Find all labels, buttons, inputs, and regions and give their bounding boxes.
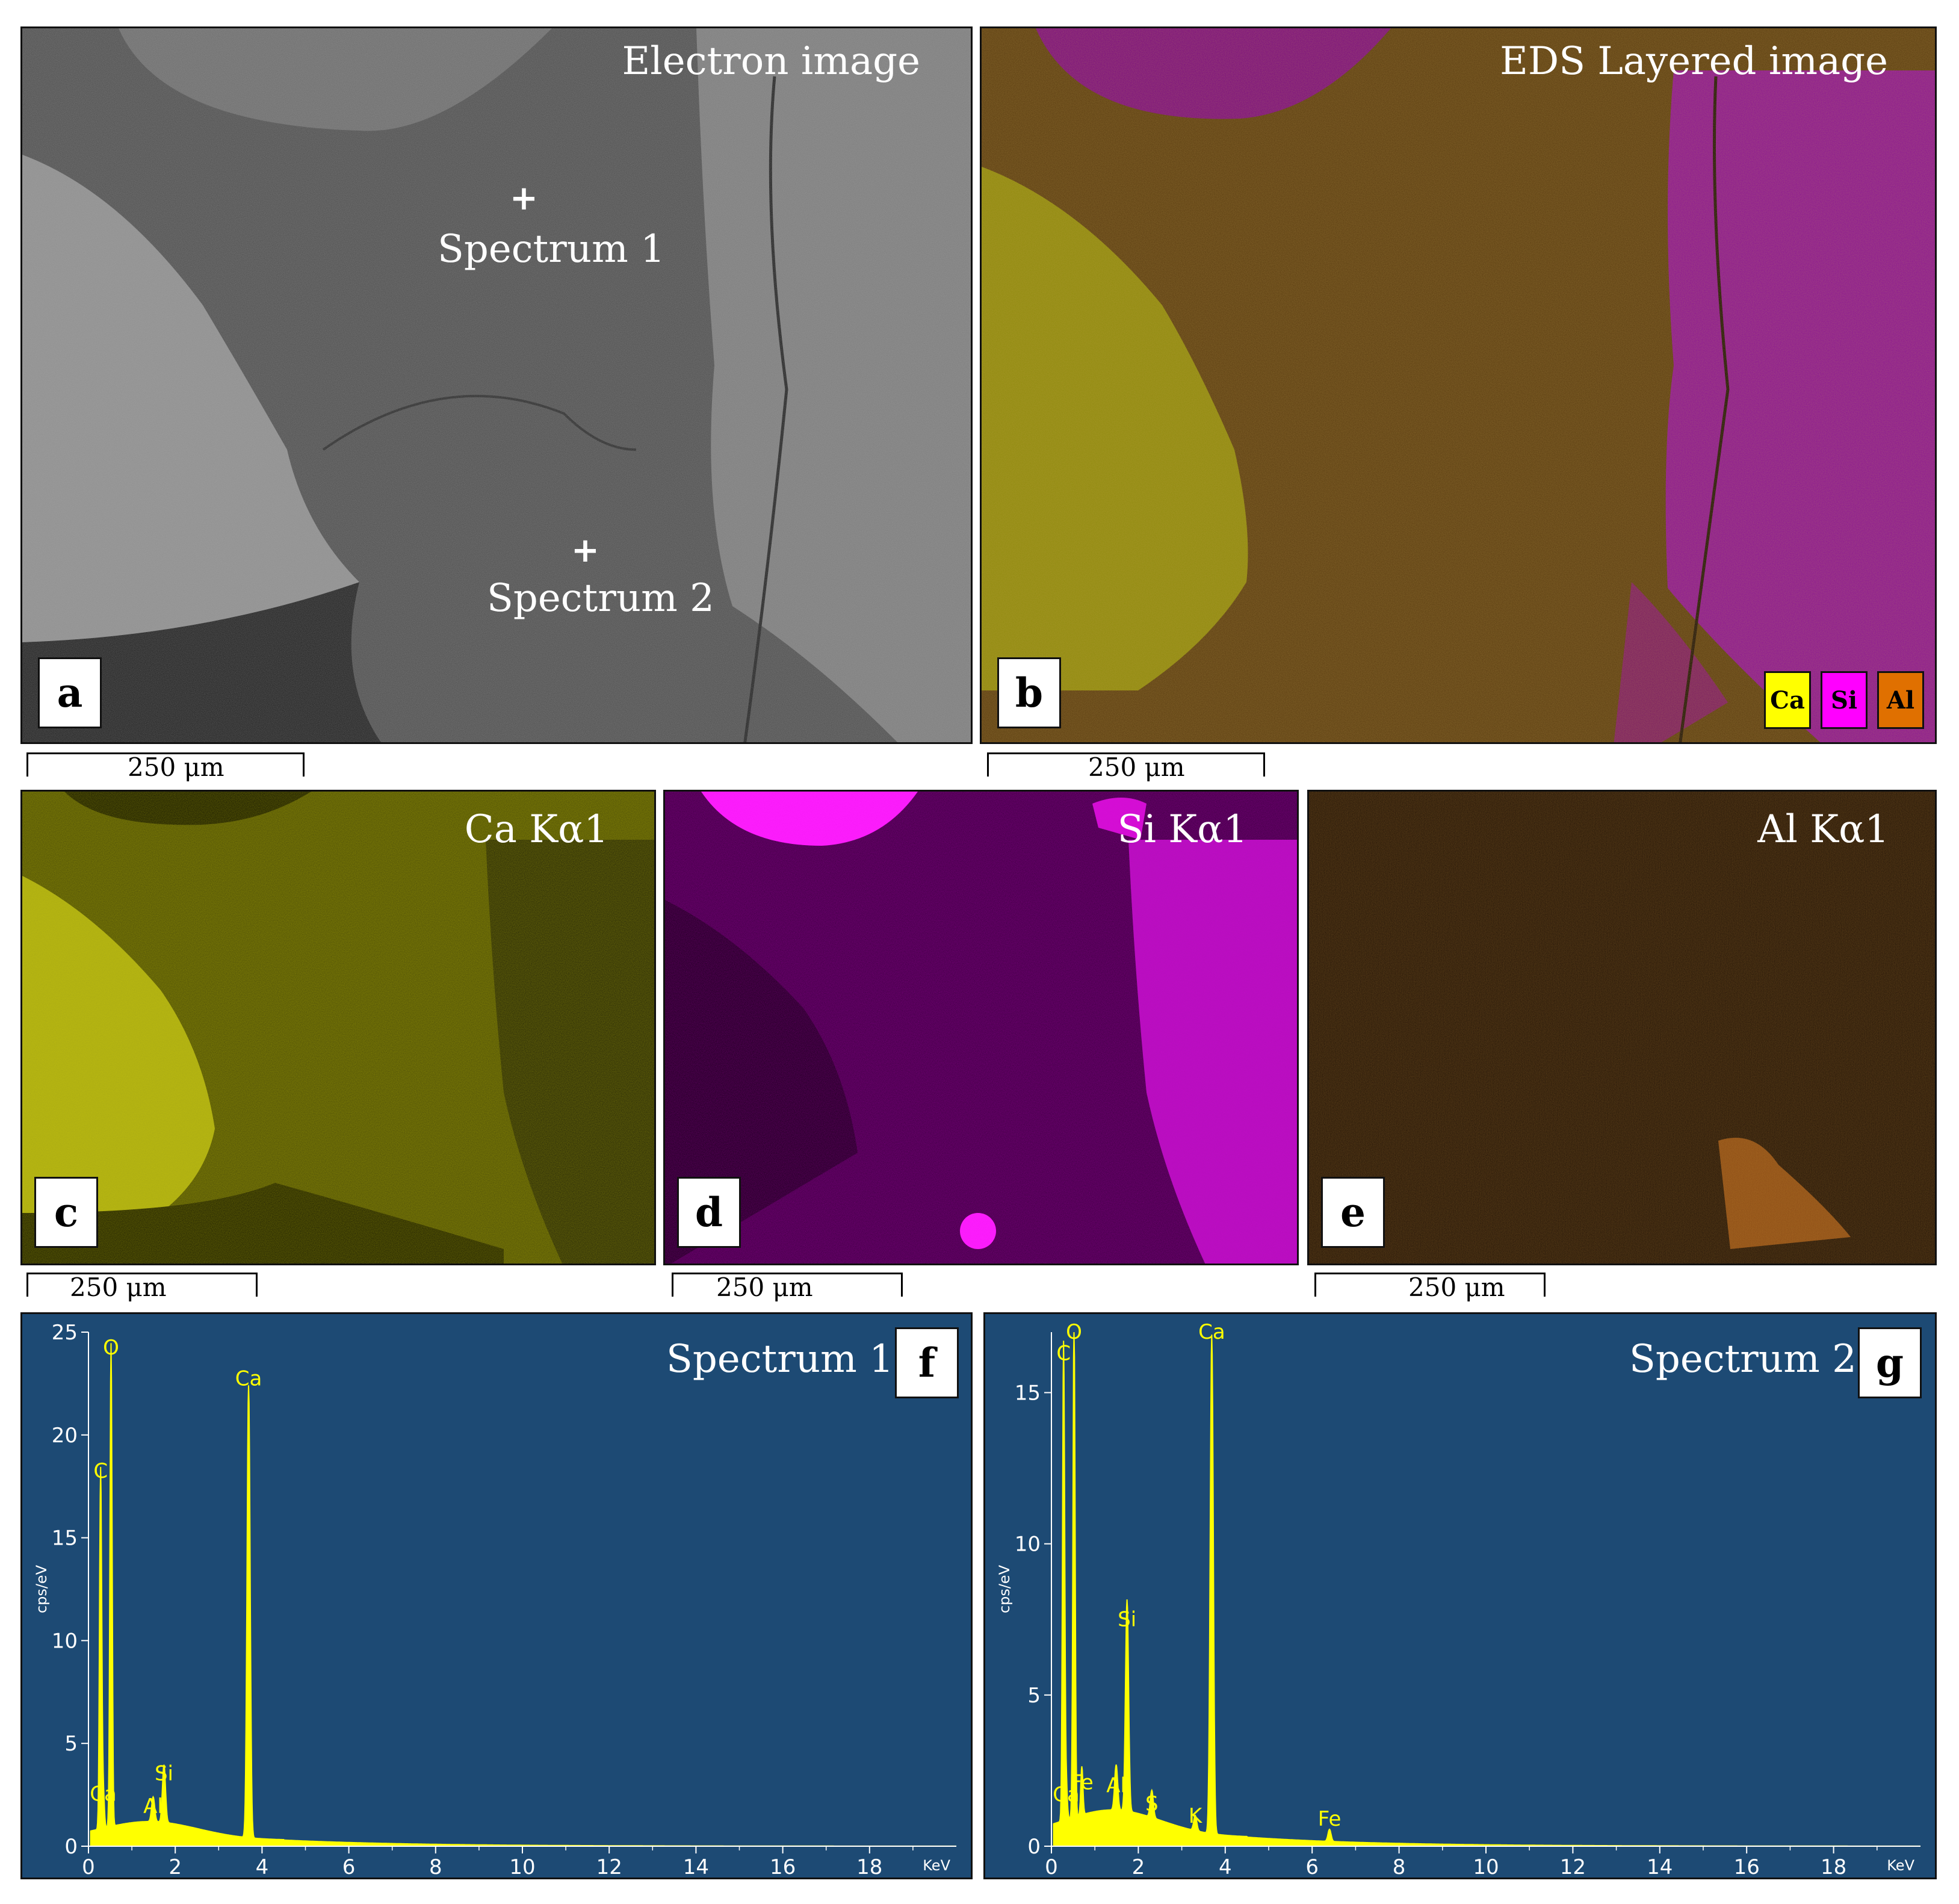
x-axis-label: KeV xyxy=(1887,1857,1914,1874)
peak-label: Al xyxy=(143,1794,163,1819)
peak-label: Ca xyxy=(1198,1320,1225,1344)
scale-bar-e xyxy=(1314,1273,1546,1297)
panel-c-ca-map: Ca Kα1 c xyxy=(20,790,656,1265)
y-axis-label: cps/eV xyxy=(33,1564,50,1613)
spectrum1-marker: + xyxy=(510,179,538,218)
x-tick-label: 12 xyxy=(1560,1855,1586,1879)
scale-bar-label-d: 250 μm xyxy=(716,1273,813,1302)
x-tick-label: 16 xyxy=(1734,1855,1760,1879)
panel-g-spectrum2-chart: 0 2 4 6 8 10 12 14 16 18 0 5 10 15 KeV cps/eV C O Ca Fe Al Si… xyxy=(983,1312,1937,1879)
panel-g-letter: g xyxy=(1858,1327,1922,1398)
x-tick-label: 10 xyxy=(509,1855,535,1879)
y-tick-label: 20 xyxy=(52,1424,78,1448)
spectrum1-label: Spectrum 1 xyxy=(438,227,665,271)
peak-label: K xyxy=(1189,1804,1203,1828)
panel-b-letter: b xyxy=(997,657,1061,728)
legend-al: Al xyxy=(1877,671,1924,729)
x-tick-label: 16 xyxy=(770,1855,796,1879)
peak-label: C xyxy=(93,1459,108,1483)
x-tick-label: 10 xyxy=(1473,1855,1499,1879)
peak-label: Si xyxy=(155,1761,173,1785)
peak-label: S xyxy=(1145,1792,1159,1816)
si-map-texture xyxy=(665,792,1297,1264)
scale-bar-label-e: 250 μm xyxy=(1408,1273,1505,1302)
x-axis-label: KeV xyxy=(923,1857,950,1874)
scale-bar-label-c: 250 μm xyxy=(70,1273,167,1302)
peak-label: O xyxy=(103,1336,119,1360)
x-tick-label: 4 xyxy=(1219,1855,1232,1879)
panel-d-letter: d xyxy=(677,1177,741,1248)
peak-label: Fe xyxy=(1318,1807,1342,1831)
peak-label: Ca xyxy=(90,1782,117,1806)
panel-b-eds-layered-image: EDS Layered image b Ca Si Al xyxy=(980,26,1937,744)
panel-a-title: Electron image xyxy=(622,39,920,84)
spectrum-2-trace xyxy=(1053,1332,1921,1847)
x-tick-label: 8 xyxy=(1393,1855,1406,1879)
panel-f-letter: f xyxy=(895,1327,959,1398)
ca-map-texture xyxy=(22,792,654,1264)
panel-d-title: Si Kα1 xyxy=(1117,807,1248,852)
panel-e-al-map: Al Kα1 e xyxy=(1307,790,1937,1265)
eds-layered-texture xyxy=(982,28,1935,742)
peak-label: Ca xyxy=(235,1366,262,1391)
y-tick-label: 5 xyxy=(64,1732,78,1756)
panel-b-title: EDS Layered image xyxy=(1500,39,1888,84)
x-tick-label: 18 xyxy=(856,1855,882,1879)
spectrum2-marker: + xyxy=(571,531,599,570)
y-tick-label: 25 xyxy=(52,1321,78,1345)
peak-label: Fe xyxy=(1070,1771,1094,1795)
y-tick-label: 10 xyxy=(52,1629,78,1653)
y-tick-label: 5 xyxy=(1027,1684,1041,1708)
peak-label: C xyxy=(1056,1341,1071,1365)
x-tick-label: 0 xyxy=(1045,1855,1058,1879)
panel-a-electron-image: Electron image + Spectrum 1 + Spectrum 2… xyxy=(20,26,973,744)
scale-bar-label-b: 250 μm xyxy=(1088,752,1185,782)
scale-bar-d xyxy=(672,1273,903,1297)
scale-bar-c xyxy=(26,1273,258,1297)
spectrum2-label: Spectrum 2 xyxy=(487,576,714,621)
y-tick-label: 0 xyxy=(64,1835,78,1859)
legend-si: Si xyxy=(1821,671,1868,729)
x-tick-label: 18 xyxy=(1821,1855,1846,1879)
panel-c-title: Ca Kα1 xyxy=(464,807,608,852)
panel-e-letter: e xyxy=(1321,1177,1385,1248)
panel-c-letter: c xyxy=(34,1177,98,1248)
peak-label: Si xyxy=(1118,1607,1136,1631)
scale-bar-a xyxy=(26,752,305,777)
y-tick-label: 15 xyxy=(52,1527,78,1551)
panel-g-title: Spectrum 2 xyxy=(1629,1337,1857,1381)
x-tick-label: 2 xyxy=(169,1855,182,1879)
x-tick-label: 14 xyxy=(683,1855,709,1879)
spectrum1-chart-svg: 0 2 4 6 8 10 12 14 16 18 0 5 10 15 20 25 KeV cps/eV C O Ca Al… xyxy=(33,1321,957,1879)
x-tick-label: 0 xyxy=(82,1855,95,1879)
peak-label: Ca xyxy=(1053,1783,1080,1807)
legend-ca: Ca xyxy=(1764,671,1811,729)
x-tick-label: 6 xyxy=(1305,1855,1319,1879)
y-tick-label: 10 xyxy=(1015,1533,1041,1557)
peak-label: O xyxy=(1066,1320,1082,1344)
panel-f-spectrum1-chart: 0 2 4 6 8 10 12 14 16 18 0 5 10 15 20 25 KeV cps/eV C O Ca Al… xyxy=(20,1312,973,1879)
x-tick-label: 14 xyxy=(1647,1855,1673,1879)
scale-bar-label-a: 250 μm xyxy=(128,752,224,782)
panel-a-letter: a xyxy=(38,657,102,728)
panel-e-title: Al Kα1 xyxy=(1757,807,1889,852)
y-tick-label: 15 xyxy=(1015,1381,1041,1405)
al-map-texture xyxy=(1309,792,1935,1264)
panel-f-title: Spectrum 1 xyxy=(666,1337,894,1381)
y-axis-label: cps/eV xyxy=(996,1564,1013,1613)
x-tick-label: 6 xyxy=(342,1855,356,1879)
x-tick-label: 2 xyxy=(1132,1855,1145,1879)
peak-label: Al xyxy=(1106,1774,1126,1798)
panel-d-si-map: Si Kα1 d xyxy=(663,790,1299,1265)
x-tick-label: 4 xyxy=(256,1855,269,1879)
electron-image-texture xyxy=(22,28,971,742)
scale-bar-b xyxy=(987,752,1265,777)
x-tick-label: 8 xyxy=(429,1855,442,1879)
x-tick-label: 12 xyxy=(596,1855,622,1879)
spectrum-1-trace xyxy=(90,1343,957,1847)
y-tick-label: 0 xyxy=(1027,1835,1041,1859)
